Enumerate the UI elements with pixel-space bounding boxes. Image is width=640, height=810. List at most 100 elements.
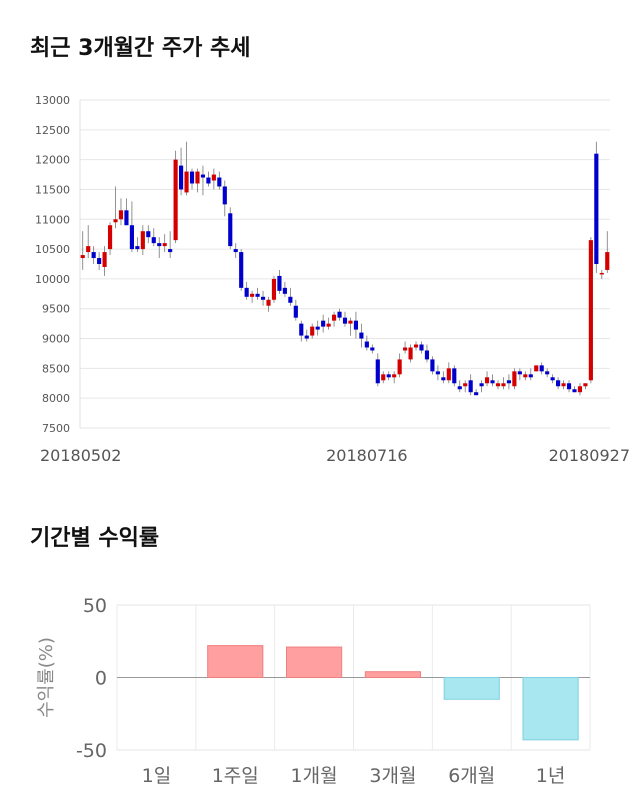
price-tick-label: 12500 bbox=[35, 124, 70, 137]
candle-body bbox=[140, 231, 145, 250]
candle-body bbox=[102, 252, 107, 267]
candle-body bbox=[184, 171, 189, 193]
candle-body bbox=[506, 380, 511, 384]
candle-body bbox=[342, 317, 348, 324]
candle-body bbox=[304, 335, 309, 339]
returns-tick-label: -50 bbox=[76, 740, 107, 762]
candle-body bbox=[206, 177, 211, 184]
returns-title: 기간별 수익률 bbox=[30, 526, 160, 551]
candle-body bbox=[446, 368, 451, 381]
candle-body bbox=[583, 383, 588, 387]
candle-body bbox=[501, 383, 506, 387]
candlestick-chart: 7500 8000 8500 9000 9500 10000 10500 11000 11500… bbox=[35, 94, 630, 465]
candle-body bbox=[80, 255, 85, 259]
candle-body bbox=[222, 186, 227, 205]
returns-tick-label: 50 bbox=[83, 595, 107, 617]
price-tick-label: 7500 bbox=[42, 422, 70, 435]
price-tick-label: 13000 bbox=[35, 94, 70, 107]
candle-body bbox=[211, 174, 216, 181]
candle-body bbox=[113, 219, 118, 223]
candle-body bbox=[353, 320, 359, 330]
candle-body bbox=[452, 368, 457, 384]
candle-body bbox=[474, 392, 479, 396]
candle-body bbox=[299, 323, 304, 336]
candle-body bbox=[107, 225, 113, 250]
candle-body bbox=[277, 275, 282, 291]
candle-body bbox=[271, 278, 277, 300]
period-label: 1일 bbox=[142, 765, 172, 787]
returns-tick-label: 0 bbox=[95, 668, 107, 690]
candle-body bbox=[179, 165, 184, 190]
candle-body bbox=[550, 377, 555, 381]
price-tick-label: 11500 bbox=[35, 183, 70, 196]
candle-body bbox=[375, 359, 380, 384]
candle-body bbox=[413, 344, 419, 348]
period-label: 1주일 bbox=[212, 765, 259, 787]
candle-body bbox=[151, 237, 156, 244]
candle-body bbox=[91, 252, 96, 259]
returns-bar-chart: 50 0 -50 수익률(%) 1일 1주일 1개월 3개월 6개월 1년 bbox=[36, 595, 591, 787]
candle-body bbox=[512, 371, 517, 387]
candle-body bbox=[288, 296, 293, 303]
candle-body bbox=[408, 347, 413, 360]
period-label: 1년 bbox=[536, 765, 566, 787]
candle-body bbox=[386, 374, 391, 378]
candle-body bbox=[260, 296, 266, 300]
candle-body bbox=[392, 374, 397, 378]
candle-body bbox=[490, 380, 495, 384]
candle-body bbox=[545, 371, 550, 375]
candle-body bbox=[534, 365, 539, 372]
candle-body bbox=[539, 365, 544, 372]
candle-body bbox=[86, 246, 91, 253]
candle-body bbox=[228, 213, 233, 247]
candle-body bbox=[97, 258, 102, 264]
candle-body bbox=[337, 311, 342, 318]
returns-y-axis-label: 수익률(%) bbox=[36, 637, 57, 718]
candle-body bbox=[479, 383, 484, 387]
candle-body bbox=[282, 287, 287, 294]
date-tick-label: 20180502 bbox=[40, 446, 121, 465]
candle-body bbox=[599, 272, 604, 275]
candle-body bbox=[566, 383, 572, 390]
candle-body bbox=[310, 326, 315, 336]
price-tick-label: 12000 bbox=[35, 154, 70, 167]
period-label: 1개월 bbox=[291, 765, 338, 787]
candle-body bbox=[430, 359, 435, 372]
candle-body bbox=[195, 171, 200, 184]
candle-body bbox=[370, 347, 375, 351]
candle-body bbox=[435, 371, 440, 375]
candle-body bbox=[381, 374, 386, 381]
return-bar bbox=[285, 646, 343, 678]
candle-body bbox=[162, 243, 167, 247]
candle-body bbox=[577, 386, 583, 393]
candle-body bbox=[189, 171, 195, 184]
candle-body bbox=[168, 249, 173, 253]
candle-body bbox=[124, 210, 129, 226]
candle-body bbox=[118, 210, 124, 220]
candle-body bbox=[528, 374, 533, 378]
candle-body bbox=[397, 359, 402, 375]
return-bar bbox=[364, 671, 422, 678]
candle-body bbox=[173, 159, 178, 241]
price-tick-label: 10000 bbox=[35, 273, 70, 286]
candle-body bbox=[146, 231, 151, 238]
return-bar bbox=[443, 677, 500, 700]
candle-body bbox=[588, 240, 593, 381]
candle-body bbox=[561, 383, 566, 387]
candle-body bbox=[348, 320, 353, 324]
candle-body bbox=[217, 177, 222, 187]
candle-body bbox=[364, 341, 369, 348]
candle-body bbox=[157, 243, 162, 247]
price-tick-label: 11000 bbox=[35, 213, 70, 226]
period-label: 3개월 bbox=[369, 765, 416, 787]
candle-body bbox=[419, 344, 424, 351]
price-tick-label: 8000 bbox=[42, 392, 70, 405]
candle-body bbox=[331, 314, 337, 321]
candle-body bbox=[233, 249, 238, 253]
candle-body bbox=[457, 386, 462, 390]
candle-body bbox=[594, 153, 599, 264]
price-tick-label: 9000 bbox=[42, 333, 70, 346]
candle-body bbox=[200, 174, 206, 178]
candle-body bbox=[424, 350, 430, 360]
price-tick-label: 8500 bbox=[42, 362, 70, 375]
